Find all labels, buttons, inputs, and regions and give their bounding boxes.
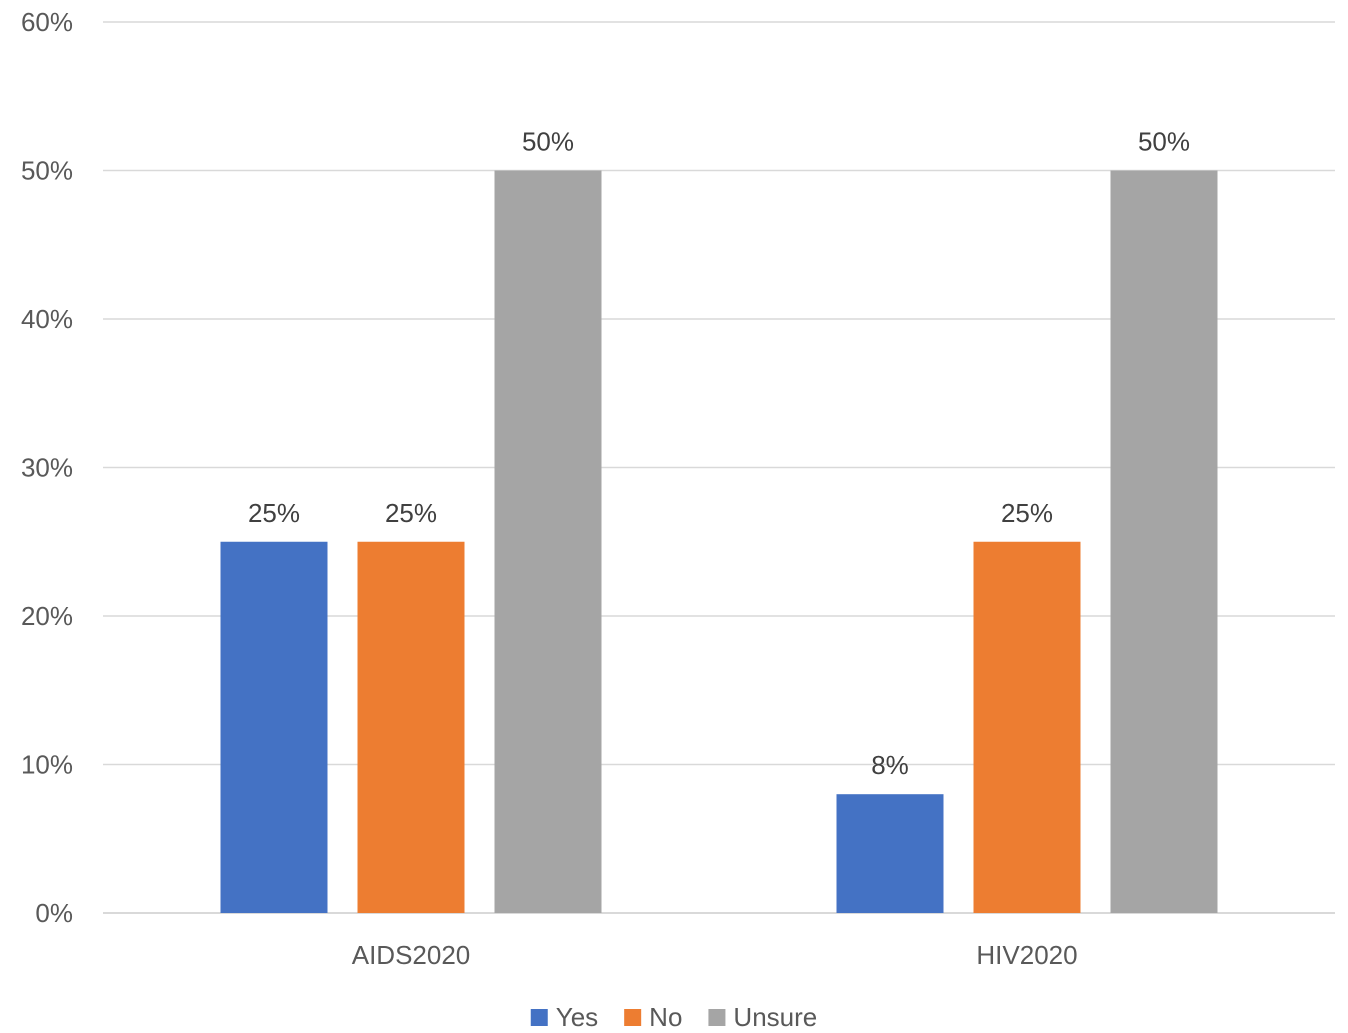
legend-label-no: No bbox=[649, 1002, 682, 1032]
legend: Yes No Unsure bbox=[530, 1002, 817, 1032]
category-label: HIV2020 bbox=[976, 940, 1077, 970]
data-label: 25% bbox=[248, 498, 300, 528]
bar-yes-hiv2020 bbox=[836, 794, 944, 913]
bar-unsure-aids2020 bbox=[494, 170, 602, 913]
legend-swatch-unsure bbox=[708, 1009, 726, 1026]
bar-unsure-hiv2020 bbox=[1110, 170, 1218, 913]
y-axis-ticks: 0% 10% 20% 30% 40% 50% 60% bbox=[21, 7, 73, 928]
bar-no-aids2020 bbox=[357, 541, 465, 913]
y-tick-label: 60% bbox=[21, 7, 73, 37]
y-tick-label: 0% bbox=[35, 898, 73, 928]
legend-label-yes: Yes bbox=[556, 1002, 598, 1032]
legend-swatch-yes bbox=[530, 1009, 548, 1026]
y-tick-label: 20% bbox=[21, 601, 73, 631]
data-label: 25% bbox=[1001, 498, 1053, 528]
legend-swatch-no bbox=[624, 1009, 642, 1026]
data-label: 8% bbox=[871, 750, 909, 780]
data-label: 25% bbox=[385, 498, 437, 528]
category-label: AIDS2020 bbox=[352, 940, 471, 970]
bar-no-hiv2020 bbox=[973, 541, 1081, 913]
y-tick-label: 10% bbox=[21, 750, 73, 780]
y-tick-label: 30% bbox=[21, 453, 73, 483]
legend-label-unsure: Unsure bbox=[733, 1002, 817, 1032]
x-axis-categories: AIDS2020 HIV2020 bbox=[352, 940, 1078, 970]
y-tick-label: 40% bbox=[21, 304, 73, 334]
data-label: 50% bbox=[1138, 127, 1190, 157]
data-labels: 25% 25% 50% 8% 25% 50% bbox=[248, 127, 1190, 781]
bar-yes-aids2020 bbox=[220, 541, 328, 913]
data-label: 50% bbox=[522, 127, 574, 157]
y-tick-label: 50% bbox=[21, 156, 73, 186]
bars bbox=[220, 170, 1218, 913]
